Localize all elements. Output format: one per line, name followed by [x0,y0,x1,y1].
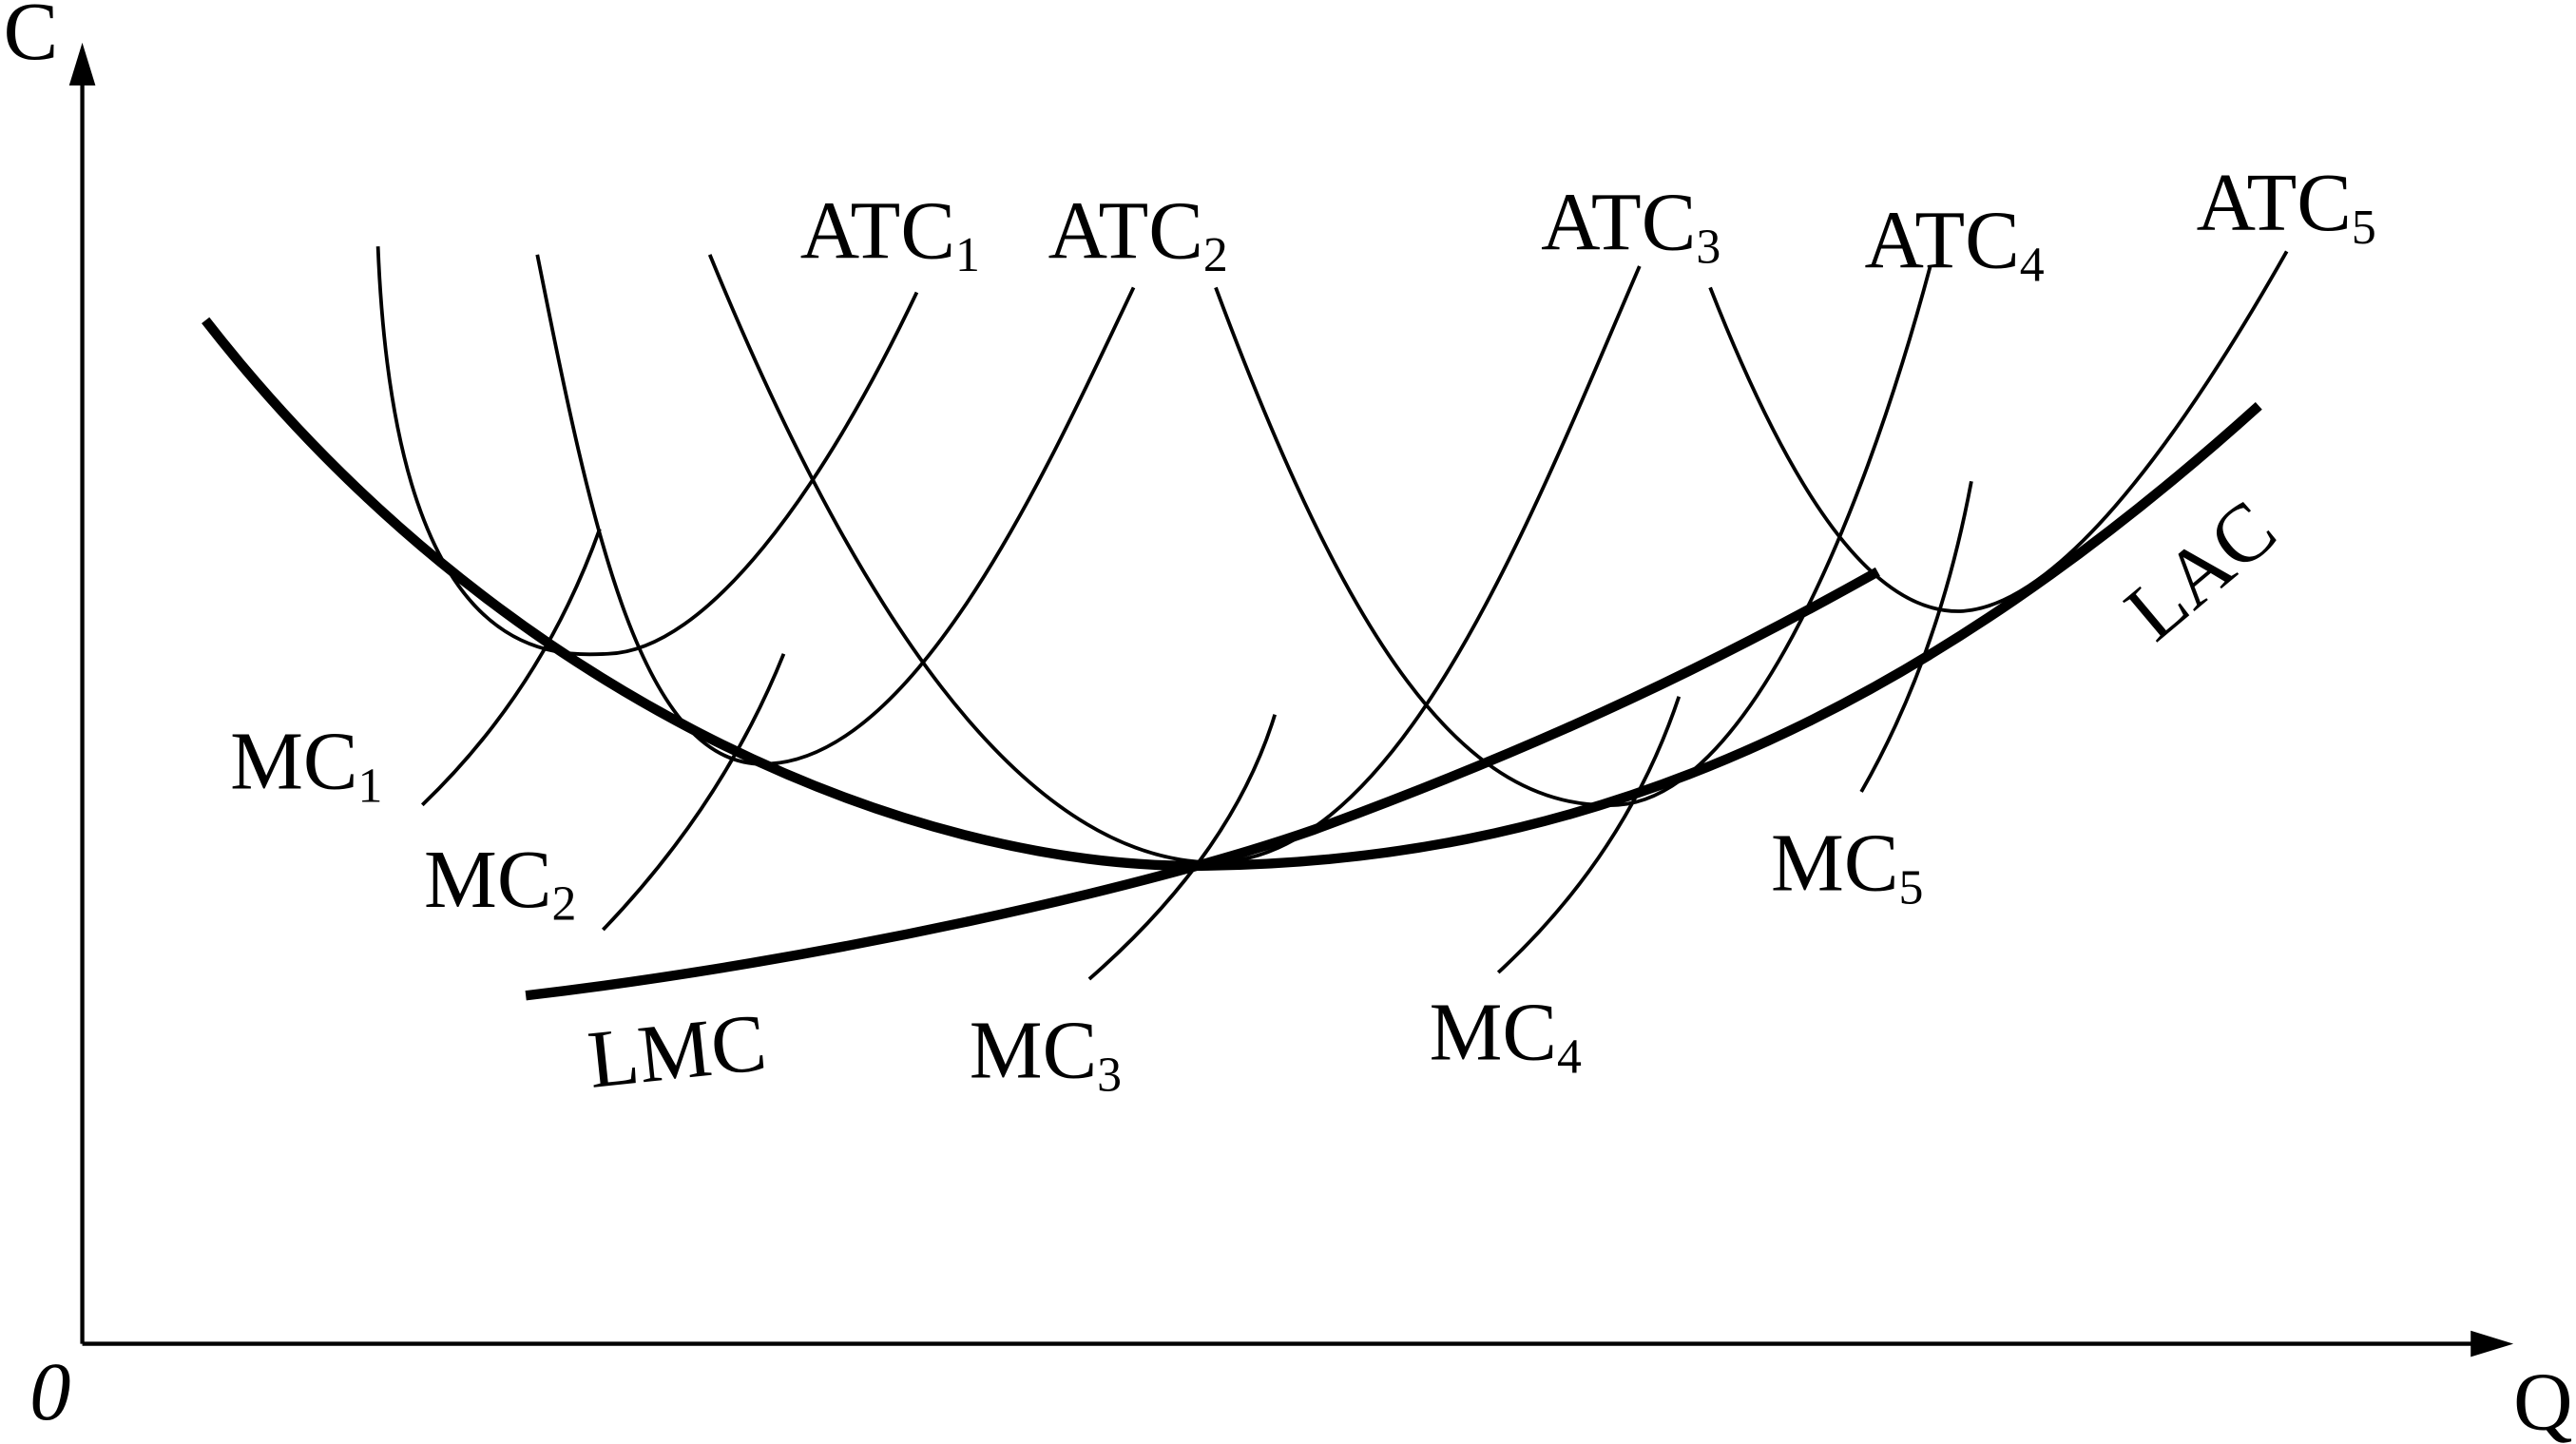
origin-label: 0 [29,1346,70,1437]
label-subscript: 4 [1557,1030,1582,1084]
mc-label: MC1 [230,715,382,813]
label-text: MC [230,715,357,806]
label-text: MC [1771,818,1898,909]
lac-curve [202,317,2262,871]
label-subscript: 2 [1203,228,1228,282]
mc-curve [1496,696,1682,974]
label-subscript: 2 [551,877,576,932]
mc-curve [1087,714,1277,981]
mc-label: MC5 [1771,818,1923,915]
y-axis-label: C [4,0,59,77]
atc-label: ATC4 [1865,195,2045,293]
x-axis-arrow [2470,1330,2514,1357]
label-text: MC [424,834,551,925]
mc-curve [1859,480,1973,793]
mc-label: MC3 [970,1005,1122,1103]
mc-label: MC2 [424,834,576,932]
label-text: MC [1430,987,1557,1078]
label-text: ATC [1048,184,1203,276]
x-axis-label: Q [2513,1356,2572,1444]
lmc-curve [525,567,1880,1001]
label-text: ATC [800,184,955,276]
mc-label: MC4 [1430,987,1582,1085]
label-subscript: 4 [2020,239,2045,293]
atc-label: ATC2 [1048,184,1228,282]
label-subscript: 5 [2352,201,2376,255]
label-subscript: 3 [1696,220,1721,274]
y-axis-arrow [68,42,96,86]
label-subscript: 5 [1898,860,1923,915]
label-subscript: 1 [358,759,383,813]
atc-label: ATC5 [2197,157,2376,255]
atc-curve [707,254,1642,865]
atc-curve [1708,250,2289,613]
label-text: ATC [1865,195,2020,286]
label-text: ATC [2197,157,2352,248]
label-text: MC [970,1005,1097,1096]
atc-curve [1214,265,1932,807]
mc-curve [420,528,602,807]
atc-label: ATC3 [1541,177,1721,275]
atc-label: ATC1 [800,184,980,282]
label-text: ATC [1541,177,1696,268]
atc-curve [535,254,1136,766]
atc-curve [375,246,919,657]
label-subscript: 3 [1097,1048,1122,1102]
lmc-label: LMC [584,996,770,1106]
mc-curve [602,653,786,932]
label-subscript: 1 [955,228,980,282]
